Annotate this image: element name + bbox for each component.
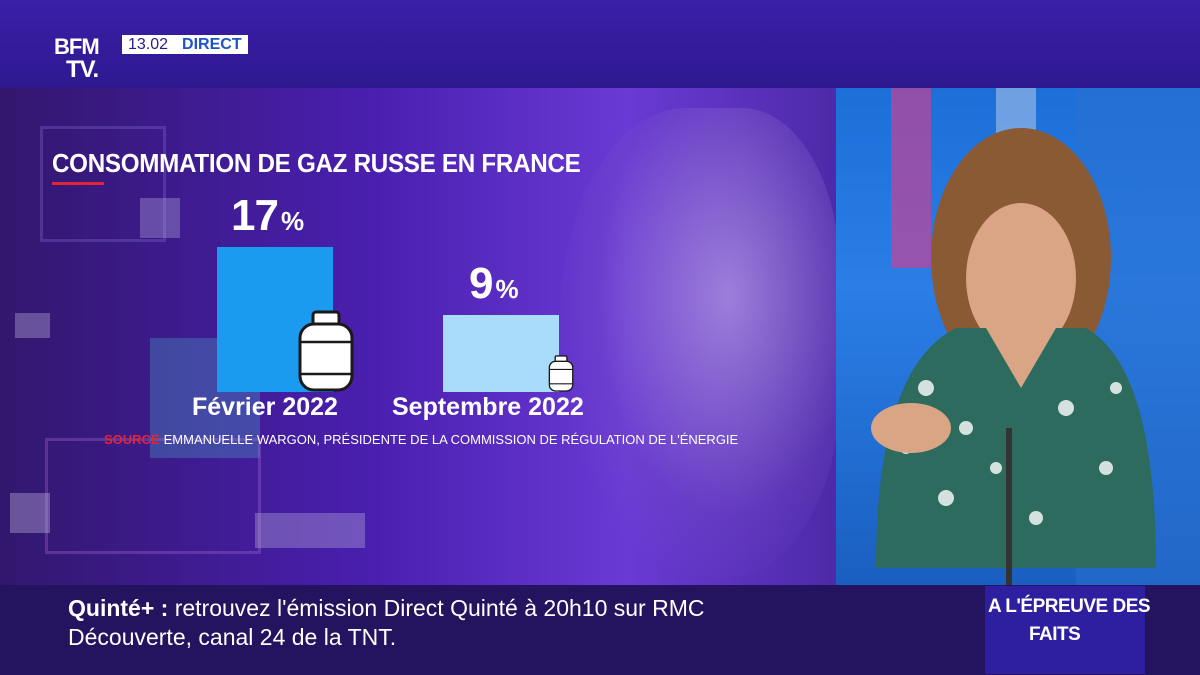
category-label-2: Septembre 2022: [392, 393, 584, 421]
ticker-text-line1: retrouvez l'émission Direct Quinté à 20h…: [168, 595, 705, 621]
live-label: DIRECT: [176, 35, 248, 54]
decor-square: [40, 126, 166, 242]
decor-square: [15, 313, 50, 338]
chart-panel: [0, 88, 836, 585]
gas-bottle-small-icon: [548, 355, 574, 392]
program-title-line2: FAITS: [1029, 624, 1081, 645]
source-label: SOURCE: [104, 432, 160, 447]
ticker-line2: Découverte, canal 24 de la TNT.: [68, 624, 397, 650]
chart-title: CONSOMMATION DE GAZ RUSSE EN FRANCE: [52, 148, 581, 178]
category-label-1: Février 2022: [192, 393, 338, 421]
presenter-figure: [871, 88, 1200, 585]
decor-square: [45, 438, 261, 554]
decor-square: [10, 493, 50, 533]
live-indicator: 13.02 DIRECT: [122, 35, 248, 54]
value-label-1: 17%: [231, 191, 305, 240]
gas-bottle-icon: [298, 310, 354, 392]
broadcast-time: 13.02: [128, 35, 169, 53]
bar-2: [443, 315, 559, 392]
ticker-line1: Quinté+ : retrouvez l'émission Direct Qu…: [68, 595, 704, 622]
source-text: EMMANUELLE WARGON, PRÉSIDENTE DE LA COMM…: [163, 432, 739, 447]
program-badge: A L'ÉPREUVE DES FAITS: [985, 586, 1151, 674]
program-title-line1: A L'ÉPREUVE DES: [988, 596, 1151, 617]
value-label-2: 9%: [469, 259, 519, 309]
decor-square: [255, 513, 365, 548]
logo-line2: TV.: [66, 56, 99, 83]
channel-logo: BFM TV.: [54, 34, 118, 84]
decor-square: [140, 198, 180, 238]
background-portrait: [560, 108, 836, 578]
presenter-video: [836, 88, 1200, 585]
source-line: SOURCE EMMANUELLE WARGON, PRÉSIDENTE DE L…: [104, 432, 738, 447]
ticker-label: Quinté+ :: [68, 595, 169, 621]
logo-line1: BFM: [54, 34, 100, 59]
title-underline: [52, 182, 104, 185]
